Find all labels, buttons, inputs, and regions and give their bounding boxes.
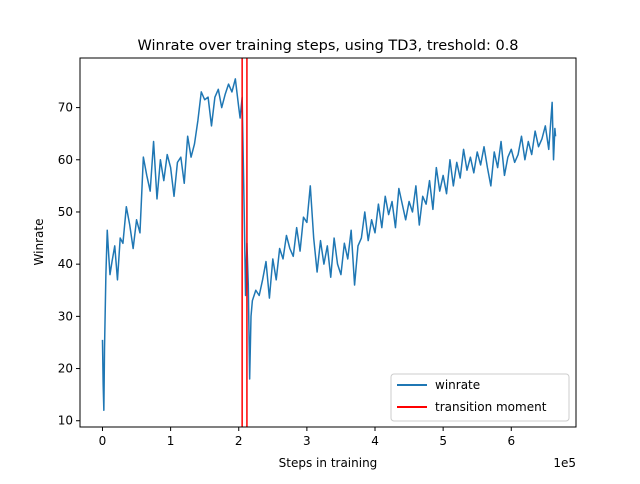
plot-area [101,58,557,427]
x-axis-label: Steps in training [279,456,378,470]
y-axis-ticks: 10 20 30 40 50 60 70 [58,101,80,428]
axes-frame [79,57,577,428]
y-tick-label: 60 [58,153,73,167]
x-axis-offset-label: 1e5 [553,456,576,470]
x-tick-label: 6 [507,434,515,448]
chart-title: Winrate over training steps, using TD3, … [137,38,518,54]
y-tick-label: 20 [58,362,73,376]
x-tick-label: 2 [235,434,243,448]
x-tick-label: 3 [303,434,311,448]
x-tick-label: 4 [371,434,379,448]
x-tick-label: 5 [439,434,447,448]
legend-label-winrate: winrate [435,378,480,392]
y-tick-label: 30 [58,309,73,323]
x-axis-ticks: 0 1 2 3 4 5 6 [99,427,515,448]
series-line-winrate [101,78,557,412]
legend: winrate transition moment [390,373,570,422]
legend-label-transition: transition moment [435,400,547,414]
legend-box [390,373,570,422]
y-axis-label: Winrate [32,219,46,266]
x-tick-label: 0 [99,434,107,448]
y-tick-label: 10 [58,414,73,428]
y-tick-label: 70 [58,101,73,115]
x-tick-label: 1 [167,434,175,448]
y-tick-label: 40 [58,257,73,271]
y-tick-label: 50 [58,205,73,219]
